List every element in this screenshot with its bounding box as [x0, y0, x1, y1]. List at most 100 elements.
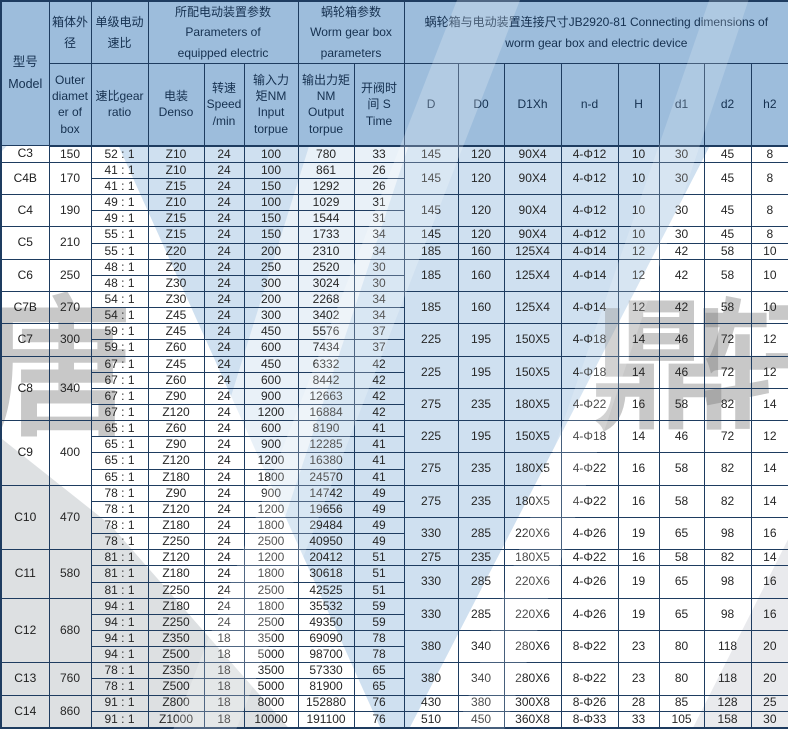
dim-d1xh-cell: 125X4	[503, 290, 562, 325]
time-cell: 49	[353, 500, 405, 518]
dim-d1xh-cell: 180X5	[503, 452, 562, 486]
output-torque-cell: 40950	[297, 533, 355, 551]
dim-d1xh-cell: 150X5	[503, 323, 562, 357]
denso-cell: Z1000	[147, 710, 205, 729]
dim-d1xh-cell: 150X5	[503, 355, 562, 389]
dim-d-cell: 275	[403, 452, 459, 486]
diameter-cell: 860	[48, 694, 92, 729]
dim-d0-cell: 120	[457, 226, 505, 244]
dim-h-cell: 10	[617, 145, 660, 163]
output-torque-cell: 6332	[297, 355, 355, 373]
header-group-connecting-dimensions: 蜗轮箱与电动装置连接尺寸JB2920-81 Connecting dimensi…	[403, 0, 788, 65]
denso-cell: Z90	[147, 484, 205, 502]
dim-d1-cell: 105	[658, 710, 705, 729]
dim-h2-cell: 12	[750, 323, 788, 357]
ratio-cell: 48 : 1	[90, 274, 149, 293]
input-torque-cell: 1800	[243, 597, 299, 615]
table-row: C4B 170 41 : 1 Z10 24 100 861 26 145 120 90X4 4-Φ12…	[0, 161, 788, 196]
dim-d0-cell: 195	[457, 355, 505, 389]
table-row: C3 150 52 : 1 Z10 24 100 780 33 145 120 90X4 4-Φ12 1…	[0, 145, 788, 163]
speed-cell: 24	[203, 565, 245, 583]
denso-cell: Z15	[147, 178, 205, 196]
dim-n-d-cell: 4-Φ12	[560, 161, 619, 196]
header-dim-d1xh: D1Xh	[503, 63, 562, 147]
denso-cell: Z45	[147, 323, 205, 341]
output-torque-cell: 14742	[297, 484, 355, 502]
dim-h-cell: 12	[617, 258, 660, 293]
dim-d1xh-cell: 90X4	[503, 145, 562, 163]
dim-d1-cell: 85	[658, 694, 705, 712]
header-outer-diameter-cn: 箱体外 径	[48, 0, 92, 65]
input-torque-cell: 450	[243, 355, 299, 373]
speed-cell: 24	[203, 355, 245, 373]
diameter-cell: 400	[48, 420, 92, 486]
dim-d1-cell: 80	[658, 629, 705, 664]
denso-cell: Z250	[147, 581, 205, 599]
output-torque-cell: 30618	[297, 565, 355, 583]
denso-cell: Z120	[147, 500, 205, 518]
denso-cell: Z250	[147, 533, 205, 551]
dim-d0-cell: 160	[457, 290, 505, 325]
input-torque-cell: 1200	[243, 500, 299, 518]
ratio-cell: 78 : 1	[90, 516, 149, 535]
input-torque-cell: 200	[243, 290, 299, 309]
dim-d1-cell: 65	[658, 565, 705, 599]
dim-h-cell: 16	[617, 484, 660, 518]
time-cell: 31	[353, 194, 405, 212]
dim-h2-cell: 8	[750, 161, 788, 196]
dim-d-cell: 145	[403, 161, 459, 196]
denso-cell: Z45	[147, 355, 205, 373]
speed-cell: 18	[203, 629, 245, 648]
dim-d1xh-cell: 180X5	[503, 484, 562, 518]
ratio-cell: 67 : 1	[90, 403, 149, 422]
dim-h-cell: 19	[617, 516, 660, 551]
dim-d2-cell: 82	[703, 549, 752, 567]
dim-d0-cell: 235	[457, 484, 505, 518]
denso-cell: Z250	[147, 613, 205, 631]
dim-d0-cell: 285	[457, 565, 505, 599]
table-row: 67 : 1 Z90 24 900 12663 42 275 235 180X5 4-Φ22 16 5…	[1, 387, 788, 422]
denso-cell: Z500	[147, 678, 205, 696]
dim-h-cell: 14	[617, 323, 660, 357]
dim-d1-cell: 46	[658, 323, 705, 357]
input-torque-cell: 1800	[243, 468, 299, 486]
dim-h-cell: 23	[617, 662, 660, 696]
output-torque-cell: 1733	[297, 226, 355, 244]
ratio-cell: 94 : 1	[90, 646, 149, 664]
dim-d1xh-cell: 180X5	[503, 549, 562, 567]
dim-d1-cell: 42	[658, 258, 705, 293]
input-torque-cell: 1200	[243, 452, 299, 470]
ratio-cell: 41 : 1	[90, 161, 149, 180]
input-torque-cell: 600	[243, 420, 299, 438]
ratio-cell: 59 : 1	[90, 339, 149, 357]
time-cell: 76	[353, 694, 405, 712]
denso-cell: Z120	[147, 452, 205, 470]
dim-d1-cell: 42	[658, 242, 705, 260]
speed-cell: 18	[203, 694, 245, 712]
table-row: C13 760 78 : 1 Z350 18 3500 57330 65 380 340 280X6…	[0, 662, 788, 696]
header-dim-n-d: n-d	[560, 63, 619, 147]
dim-d-cell: 145	[403, 194, 459, 228]
dim-d1xh-cell: 90X4	[503, 194, 562, 228]
input-torque-cell: 900	[243, 387, 299, 405]
input-torque-cell: 1800	[243, 565, 299, 583]
dim-h-cell: 10	[617, 161, 660, 196]
dim-d2-cell: 45	[703, 226, 752, 244]
table-row: 94 : 1 Z350 18 3500 69090 78 380 340 280X6 8-Φ22 2…	[1, 629, 788, 664]
dim-h2-cell: 25	[750, 694, 788, 712]
diameter-cell: 210	[48, 226, 92, 260]
table-row: C12 680 94 : 1 Z180 24 1800 35532 59 330 285 220X6…	[0, 597, 788, 664]
header-outer-diameter-en: Outer diamet er of box	[48, 63, 92, 147]
denso-cell: Z180	[147, 516, 205, 535]
diameter-cell: 250	[48, 258, 92, 293]
dim-d-cell: 330	[403, 516, 459, 551]
input-torque-cell: 300	[243, 274, 299, 293]
ratio-cell: 52 : 1	[90, 145, 149, 163]
dim-d-cell: 275	[403, 387, 459, 422]
output-torque-cell: 29484	[297, 516, 355, 535]
output-torque-cell: 861	[297, 161, 355, 180]
denso-cell: Z15	[147, 210, 205, 228]
time-cell: 41	[353, 420, 405, 438]
speed-cell: 24	[203, 323, 245, 341]
